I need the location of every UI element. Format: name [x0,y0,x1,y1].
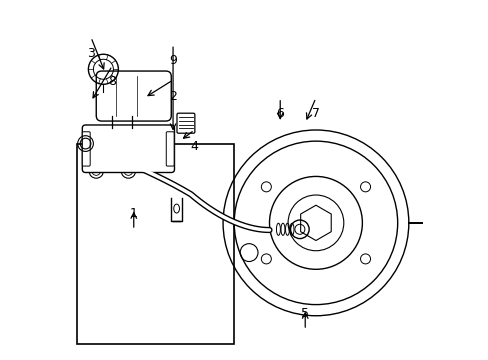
Text: 2: 2 [169,90,177,103]
Text: 9: 9 [169,54,177,67]
Circle shape [261,182,271,192]
Bar [77,144,233,344]
Text: 3: 3 [87,47,95,60]
Circle shape [261,254,271,264]
Text: 8: 8 [108,75,116,88]
FancyBboxPatch shape [166,132,174,166]
FancyBboxPatch shape [177,113,194,133]
Circle shape [360,254,370,264]
FancyBboxPatch shape [82,132,90,166]
FancyBboxPatch shape [82,125,174,172]
FancyBboxPatch shape [96,71,171,121]
Text: 1: 1 [129,207,138,220]
Text: 4: 4 [190,140,198,153]
Text: 5: 5 [301,307,308,320]
Circle shape [360,182,370,192]
Text: 7: 7 [311,107,319,120]
Text: 6: 6 [276,107,284,120]
